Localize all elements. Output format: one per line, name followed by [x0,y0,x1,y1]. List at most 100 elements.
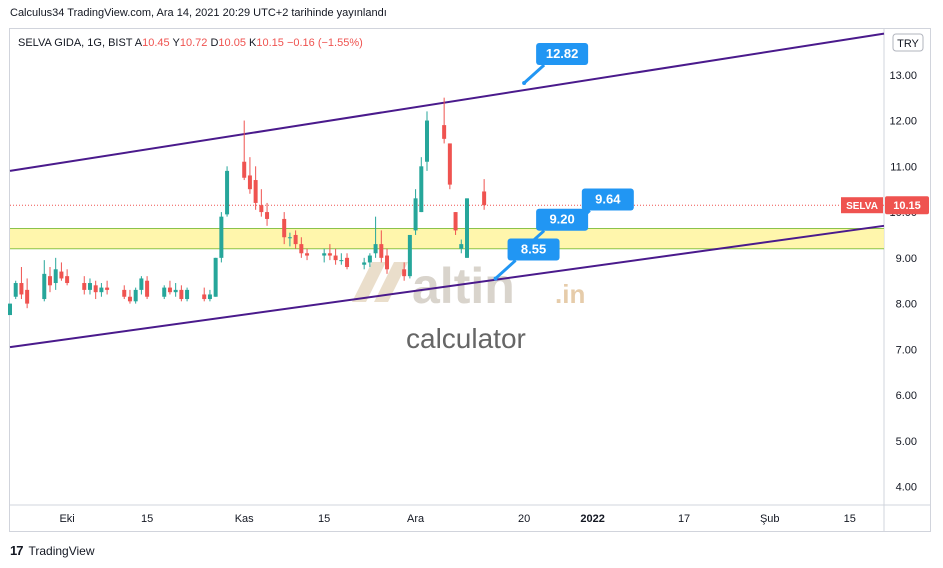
candle-body [282,218,287,238]
callout-pointer [523,63,546,85]
candle-body [453,212,458,231]
candle [407,234,412,279]
candle [333,248,338,265]
candle [133,287,138,304]
footer: 17 TradingView [10,543,95,558]
candle [265,202,270,226]
candle-body [367,255,372,263]
x-tick-label: Eki [59,513,74,525]
candle-body [185,289,190,300]
footer-brand[interactable]: TradingView [28,543,95,558]
candle [93,280,98,300]
callout-label: 9.64 [595,192,621,207]
legend-close-label: K [249,37,257,49]
candle [53,257,58,290]
callout-label: 12.82 [546,46,579,61]
watermark-logo-icon [352,262,408,302]
x-tick-label: 15 [844,513,856,525]
candle-body [299,244,304,254]
legend-high-value: 10.72 [180,37,211,49]
candle [13,280,18,300]
candle [25,278,30,309]
legend-low-value: 10.05 [218,37,249,49]
candle-body [25,289,30,304]
candle-body [19,283,24,295]
y-tick-label: 5.00 [896,436,917,448]
tradingview-logo-icon: 17 [10,543,24,558]
candle-body [93,285,98,293]
candle-body [207,294,212,300]
candle [19,267,24,300]
y-tick-label: 11.00 [890,161,917,173]
candle [362,257,367,270]
candle [162,285,167,300]
y-tick-label: 6.00 [896,390,917,402]
candle-body [219,216,224,258]
candle [8,303,12,316]
x-tick-label: Kas [235,513,254,525]
candle [99,283,104,297]
price-tag-value-box [885,196,929,215]
callout-anchor [493,276,498,281]
candle [464,198,469,258]
candle-body [127,296,132,302]
candle [173,283,178,297]
candle [139,276,144,295]
y-tick-label: 7.00 [896,344,917,356]
callout-box [507,238,560,261]
candle-body [162,287,167,297]
legend-high-label: Y [173,37,181,49]
candle [447,143,452,190]
candle [42,260,47,302]
candle [282,212,287,245]
x-tick-label: Ara [407,513,425,525]
currency-badge [892,33,924,52]
x-tick-label: 2022 [580,513,604,525]
candle-body [82,283,87,290]
candle [459,239,464,254]
candle-body [42,273,47,300]
price-tag-symbol-box [841,197,883,214]
candle [293,230,298,249]
candle [87,278,92,295]
candle [47,267,52,293]
candle-body [447,143,452,185]
candle [402,262,407,281]
candle [287,232,292,247]
x-tick-label: 15 [141,513,153,525]
y-tick-label: 8.00 [896,299,917,311]
candle [207,289,212,302]
candle [379,230,384,263]
candle [219,212,224,263]
candle [225,166,230,217]
watermark-logo-suffix: .in [555,279,585,309]
legend-open-label: A [135,37,143,49]
callout-label: 9.20 [549,212,574,227]
candle-body [65,276,70,284]
legend-open-value: 10.45 [142,37,172,49]
callout-box [536,208,589,231]
candle [59,262,64,281]
candle-body [322,253,327,256]
y-tick-label: 12.00 [889,116,917,128]
callout-pointer [494,259,517,280]
candle-body [225,170,230,215]
candle-body [362,262,367,265]
candle-body [333,255,338,261]
candle [327,244,332,261]
candle-body [407,234,412,277]
candle [419,157,424,213]
channel-upper-line [9,32,885,172]
candle [453,212,458,235]
candle-body [87,283,92,290]
candle-body [242,161,247,178]
support-zone [10,228,884,249]
candle-body [139,278,144,290]
candle-body [464,198,469,258]
candle-body [459,244,464,249]
y-tick-label: 4.00 [896,482,917,494]
candle [127,289,132,304]
candle [213,257,218,297]
candle [482,179,487,210]
